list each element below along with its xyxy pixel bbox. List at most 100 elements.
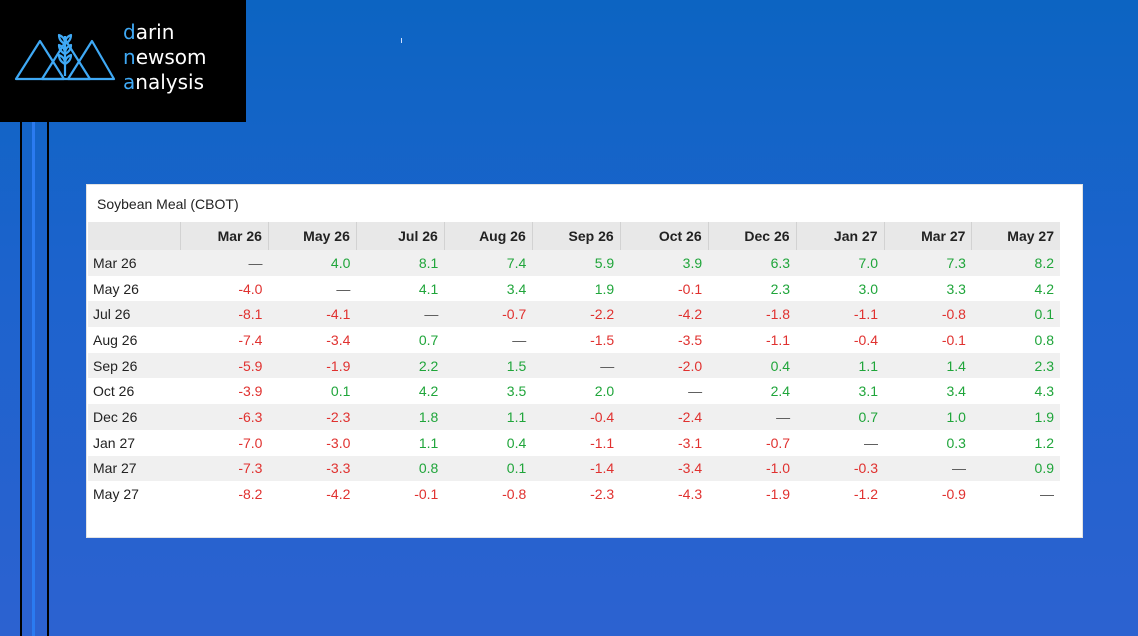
table-cell: 3.3 [884, 275, 972, 302]
table-cell: -1.5 [532, 327, 621, 353]
table-cell: -3.4 [268, 327, 357, 353]
table-cell: 1.4 [884, 352, 972, 379]
table-cell: -1.1 [708, 327, 797, 353]
table-cell: 7.0 [796, 250, 884, 276]
table-cell: — [884, 455, 972, 482]
table-cell: -3.9 [180, 378, 269, 405]
table-cell: -4.2 [268, 481, 357, 507]
table-cell: 0.3 [884, 429, 972, 456]
table-cell: — [268, 275, 357, 302]
table-cell: 1.9 [532, 275, 621, 302]
table-cell: 3.9 [620, 250, 709, 276]
table-cell: -0.9 [884, 481, 972, 507]
column-header: Aug 26 [443, 222, 533, 250]
table-header-row: Mar 26 May 26 Jul 26 Aug 26 Sep 26 Oct 26 Dec … [88, 222, 1060, 250]
table-cell: -7.0 [180, 429, 269, 456]
row-label: Jul 26 [88, 301, 181, 328]
table-cell: — [971, 481, 1060, 507]
table-cell: — [532, 352, 621, 379]
table-cell: -7.4 [180, 327, 269, 353]
table-cell: 3.0 [796, 275, 884, 302]
table-cell: 4.2 [356, 378, 445, 405]
row-label: Aug 26 [88, 327, 181, 353]
row-label: Sep 26 [88, 352, 181, 379]
table-cell: 4.2 [971, 275, 1060, 302]
table-cell: 0.1 [268, 378, 357, 405]
table-row: Mar 26—4.0 8.1 7.4 5.9 3.9 6.3 7.0 7.3 8.2 [88, 250, 1060, 276]
brand-wordmark: darin newsom analysis [123, 20, 207, 95]
brand-line-2: newsom [123, 45, 207, 69]
table-cell: -1.0 [708, 455, 797, 482]
row-label: May 27 [88, 481, 181, 507]
table-cell: 2.0 [532, 378, 621, 405]
table-cell: 0.4 [708, 352, 797, 379]
table-cell: — [796, 429, 884, 456]
decor-line [47, 122, 49, 636]
table-cell: -0.4 [532, 404, 621, 430]
table-row: May 27 -8.2 -4.2 -0.1 -0.8 -2.3 -4.3 -1.9 -1.2 -0… [88, 481, 1060, 507]
table-cell: 1.1 [796, 352, 884, 379]
table-cell: -2.4 [620, 404, 709, 430]
table-cell: 4.3 [971, 378, 1060, 405]
table-cell: 0.1 [971, 301, 1060, 328]
table-cell: 8.2 [971, 250, 1060, 276]
table-cell: -2.3 [532, 481, 621, 507]
brand-logo: darin newsom analysis [0, 0, 246, 122]
table-cell: -0.7 [444, 301, 533, 328]
table-cell: -0.8 [884, 301, 972, 328]
table-cell: -0.1 [884, 327, 972, 353]
table-cell: -3.0 [268, 429, 357, 456]
table-cell: -7.3 [180, 455, 269, 482]
table-cell: 2.2 [356, 352, 445, 379]
table-cell: 1.1 [356, 429, 445, 456]
table-cell: 4.0 [268, 250, 357, 276]
row-label: May 26 [88, 275, 181, 302]
table-cell: 0.7 [356, 327, 445, 353]
row-label: Mar 26 [88, 250, 181, 276]
column-header: Jan 27 [795, 222, 884, 250]
table-cell: -1.1 [532, 429, 621, 456]
table-cell: 3.4 [444, 275, 533, 302]
table-cell: -4.1 [268, 301, 357, 328]
table-cell: -8.2 [180, 481, 269, 507]
table-cell: 0.7 [796, 404, 884, 430]
table-cell: -0.1 [356, 481, 445, 507]
table-cell: — [180, 250, 269, 276]
table-cell: -0.7 [708, 429, 797, 456]
row-label: Dec 26 [88, 404, 181, 430]
decor-line [32, 122, 35, 636]
table-cell: -0.3 [796, 455, 884, 482]
row-label: Mar 27 [88, 455, 181, 482]
table-cell: -4.2 [620, 301, 709, 328]
table-row: Oct 26 -3.9 0.1 4.2 3.5 2.0—2.4 3.1 3.4 4.3 [88, 378, 1060, 405]
table-cell: -2.3 [268, 404, 357, 430]
column-header: May 27 [971, 222, 1060, 250]
table-row: Aug 26 -7.4 -3.4 0.7— -1.5 -3.5 -1.1 -0.4 -0.1 0.… [88, 327, 1060, 353]
table-cell: 8.1 [356, 250, 445, 276]
table-cell: -6.3 [180, 404, 269, 430]
table-cell: 0.9 [971, 455, 1060, 482]
table-cell: -4.0 [180, 275, 269, 302]
row-label: Oct 26 [88, 378, 181, 405]
table-cell: -1.2 [796, 481, 884, 507]
table-cell: 0.8 [971, 327, 1060, 353]
table-cell: 4.1 [356, 275, 445, 302]
brand-line-3: analysis [123, 70, 204, 94]
table-cell: -0.8 [444, 481, 533, 507]
table-cell: 3.5 [444, 378, 533, 405]
brand-line-1: darin [123, 20, 175, 44]
column-header: Oct 26 [619, 222, 709, 250]
table-cell: -8.1 [180, 301, 269, 328]
table-cell: -1.9 [708, 481, 797, 507]
column-header: Sep 26 [531, 222, 621, 250]
table-cell: 0.8 [356, 455, 445, 482]
table-cell: -1.1 [796, 301, 884, 328]
table-cell: 5.9 [532, 250, 621, 276]
table-corner-cell [88, 222, 181, 250]
column-header: Mar 26 [180, 222, 269, 250]
table-cell: 1.5 [444, 352, 533, 379]
table-row: Dec 26 -6.3 -2.3 1.8 1.1 -0.4 -2.4—0.7 1.0 1.9 [88, 404, 1060, 430]
table-cell: 1.0 [884, 404, 972, 430]
table-cell: -0.4 [796, 327, 884, 353]
table-cell: -2.0 [620, 352, 709, 379]
